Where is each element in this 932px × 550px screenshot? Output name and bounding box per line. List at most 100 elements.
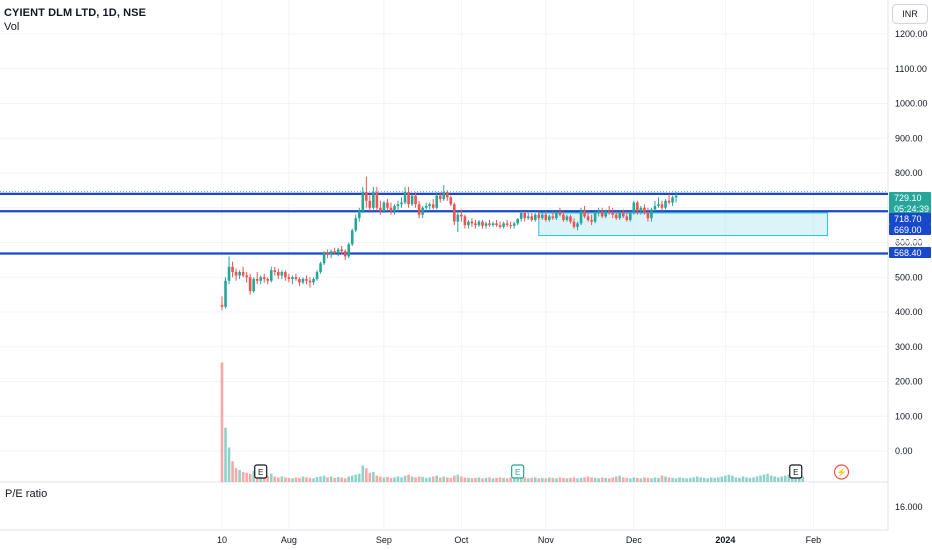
candle-body <box>674 195 678 198</box>
volume-bar <box>280 476 284 482</box>
candle <box>551 211 555 220</box>
candle-body <box>357 211 361 219</box>
candle-body <box>548 216 551 220</box>
volume-bar <box>298 477 301 482</box>
candle-body <box>636 202 639 212</box>
volume-bar <box>706 478 710 482</box>
volume-bar <box>523 477 527 482</box>
candle <box>614 211 618 220</box>
volume-bar <box>453 475 456 482</box>
candle <box>498 221 502 229</box>
candle-body <box>305 278 308 281</box>
candle <box>541 212 544 220</box>
candle-body <box>294 277 298 279</box>
volume-bar <box>604 477 607 482</box>
candle <box>277 268 280 279</box>
volume-bar <box>336 476 340 482</box>
price-tag-label: 568.40 <box>894 248 922 258</box>
event-badge <box>254 464 268 479</box>
volume-bar <box>248 473 252 482</box>
candle <box>671 195 674 207</box>
price-tag-label: 729.10 <box>894 193 922 203</box>
price-tag-label: 718.70 <box>894 214 922 224</box>
event-marker: E <box>254 464 268 479</box>
volume-bar <box>379 476 382 482</box>
candle <box>248 273 252 295</box>
candle-body <box>336 249 340 253</box>
volume-bar <box>713 477 717 482</box>
volume-label[interactable]: Vol <box>4 21 20 33</box>
candle <box>421 206 424 219</box>
volume-bar <box>801 476 805 482</box>
symbol-title[interactable]: CYIENT DLM LTD, 1D, NSE <box>4 7 147 19</box>
chart-legend: CYIENT DLM LTD, 1D, NSE Vol <box>4 6 146 34</box>
volume-bar <box>572 477 576 482</box>
volume-bar <box>664 476 667 482</box>
price-tick-label: 1100.00 <box>895 64 927 74</box>
candle-body <box>453 204 456 222</box>
candle-body <box>442 192 446 200</box>
volume-bar <box>400 477 403 482</box>
candle <box>664 199 667 210</box>
volume-bar <box>495 477 498 482</box>
candle <box>273 266 277 276</box>
candle <box>241 266 245 278</box>
candle-body <box>551 216 555 219</box>
volume-bar <box>238 470 241 482</box>
candle-body <box>245 275 248 278</box>
volume-bar <box>530 477 534 482</box>
volume-bar <box>368 472 372 482</box>
candle <box>308 277 312 288</box>
volume-bar <box>350 475 354 482</box>
candle-body <box>347 244 351 257</box>
price-tick-label: 600.00 <box>895 238 923 248</box>
price-tick-label: 200.00 <box>895 377 923 387</box>
volume-bar <box>752 477 755 482</box>
candle <box>389 202 393 215</box>
volume-bar <box>748 477 752 482</box>
event-label: E <box>515 468 520 477</box>
volume-bar <box>720 476 724 482</box>
volume-bar <box>579 477 583 482</box>
event-label: E <box>258 468 263 477</box>
price-tick-label: 1000.00 <box>895 99 928 109</box>
candle <box>428 202 431 210</box>
candle <box>474 219 477 229</box>
volume-bar <box>407 474 410 482</box>
volume-bar <box>600 477 604 482</box>
volume-bar <box>357 473 361 482</box>
candle-body <box>456 214 460 222</box>
candle <box>407 186 410 208</box>
currency-button[interactable]: INR <box>892 4 928 24</box>
candle-body <box>541 214 544 219</box>
candle <box>410 193 414 207</box>
candle-body <box>484 223 488 226</box>
volume-bar <box>417 476 421 482</box>
candle <box>403 186 407 205</box>
candle-body <box>491 223 495 226</box>
volume-bar <box>252 470 255 482</box>
candle-body <box>488 223 491 226</box>
candle <box>424 202 428 212</box>
candle-body <box>284 272 287 278</box>
volume-bar <box>583 477 586 482</box>
pe-ratio-label[interactable]: P/E ratio <box>5 488 48 500</box>
volume-bar <box>685 478 688 482</box>
volume-bar <box>650 478 653 482</box>
candle-body <box>421 207 424 215</box>
range-box <box>538 212 828 237</box>
candle <box>586 211 590 222</box>
volume-bar <box>741 476 745 482</box>
candle <box>484 221 488 229</box>
volume-bar <box>224 427 227 482</box>
volume-bar <box>727 474 731 482</box>
volume-bar <box>365 468 368 482</box>
candle-body <box>519 212 523 219</box>
volume-bar <box>329 476 333 482</box>
time-tick-label: 2024 <box>715 535 735 545</box>
volume-bar <box>463 477 467 482</box>
volume-bar <box>361 465 365 482</box>
candle <box>512 221 516 229</box>
volume-bar <box>305 477 308 482</box>
